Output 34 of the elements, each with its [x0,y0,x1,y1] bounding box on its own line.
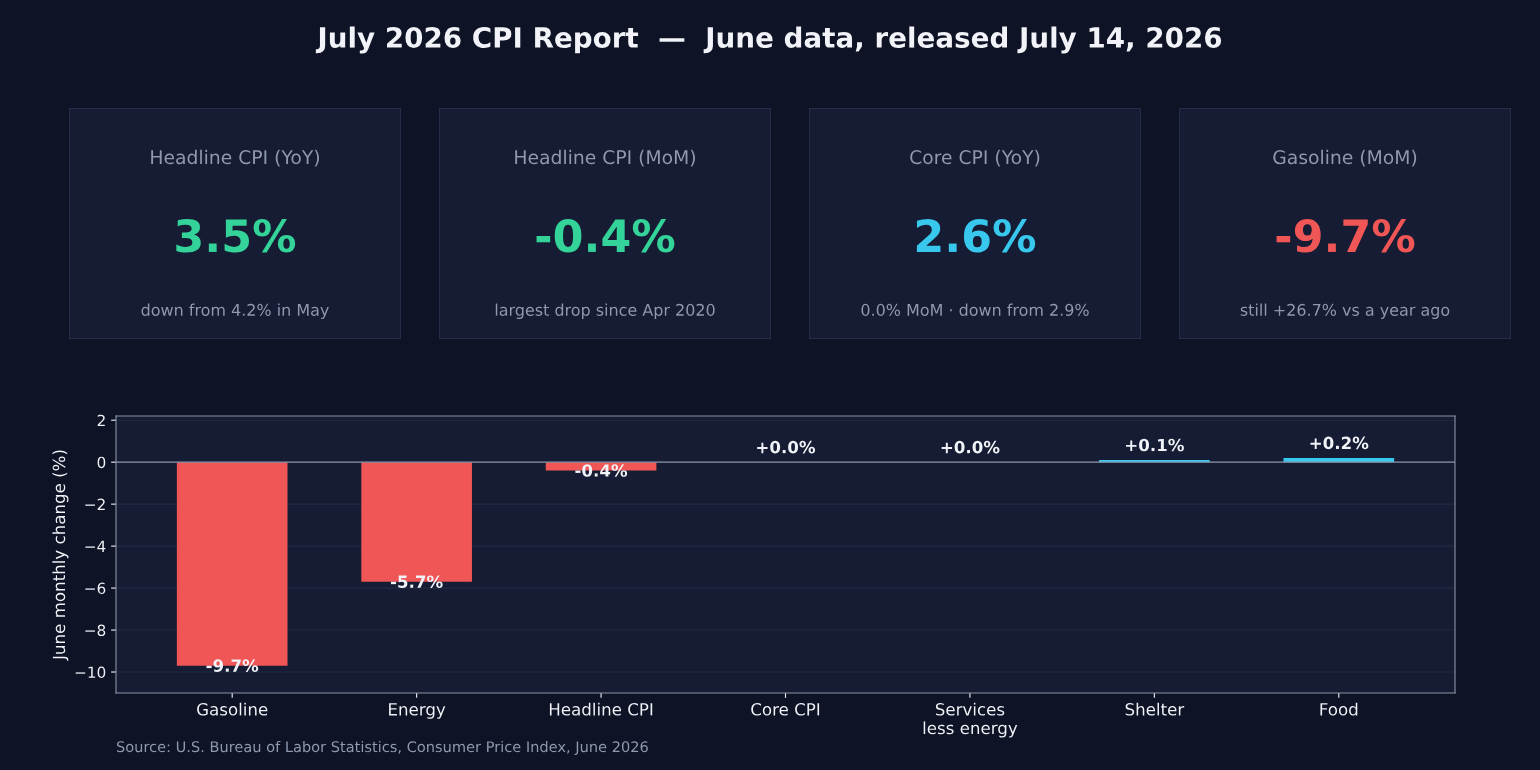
text: Headline CPI (YoY) [151,149,320,167]
data-label: +0.0% [757,440,816,454]
text: Core CPI (YoY) [910,149,1040,167]
data-label: +0.1% [1126,438,1184,452]
data-label: +0.0% [941,440,1000,454]
x-tick-label: Energy [389,703,446,719]
text: Gasoline (MoM) [1273,149,1417,167]
x-tick-label: Core CPI [751,703,820,716]
y-tick-label: −8 [85,624,106,637]
y-tick-label: −4 [85,540,106,552]
text: still +26.7% vs a year ago [1240,303,1450,320]
text: -0.4% [536,218,675,253]
x-tick-label: Headline CPI [549,702,653,716]
text: 3.5% [176,218,296,253]
y-tick-label: −10 [75,666,106,679]
y-tick-label: −6 [85,582,106,595]
data-label: -0.4% [575,464,628,477]
text: -9.7% [1276,218,1415,253]
text: largest drop since Apr 2020 [495,303,715,320]
text: July 2026 CPI Report — June data, released July 14, 2026 [315,26,1222,54]
y-tick-label: −2 [85,498,105,510]
text: Headline CPI (MoM) [515,149,695,167]
y-axis-title: June monthly change (%) [52,450,69,661]
data-label: +0.2% [1310,436,1369,450]
x-tick-label: Food [1320,702,1358,716]
y-tick-label: 0 [97,456,106,469]
text: down from 4.2% in May [141,303,329,320]
x-tick-label: Services less energy [923,702,1018,738]
text: 0.0% MoM · down from 2.9% [861,303,1089,316]
source-note: Source: U.S. Bureau of Labor Statistics, Consumer Price Index, June 2026 [116,740,648,755]
x-tick-label: Gasoline [197,702,268,716]
y-tick-label: 2 [97,414,105,426]
x-tick-label: Shelter [1125,702,1185,716]
text: 2.6% [916,218,1036,253]
